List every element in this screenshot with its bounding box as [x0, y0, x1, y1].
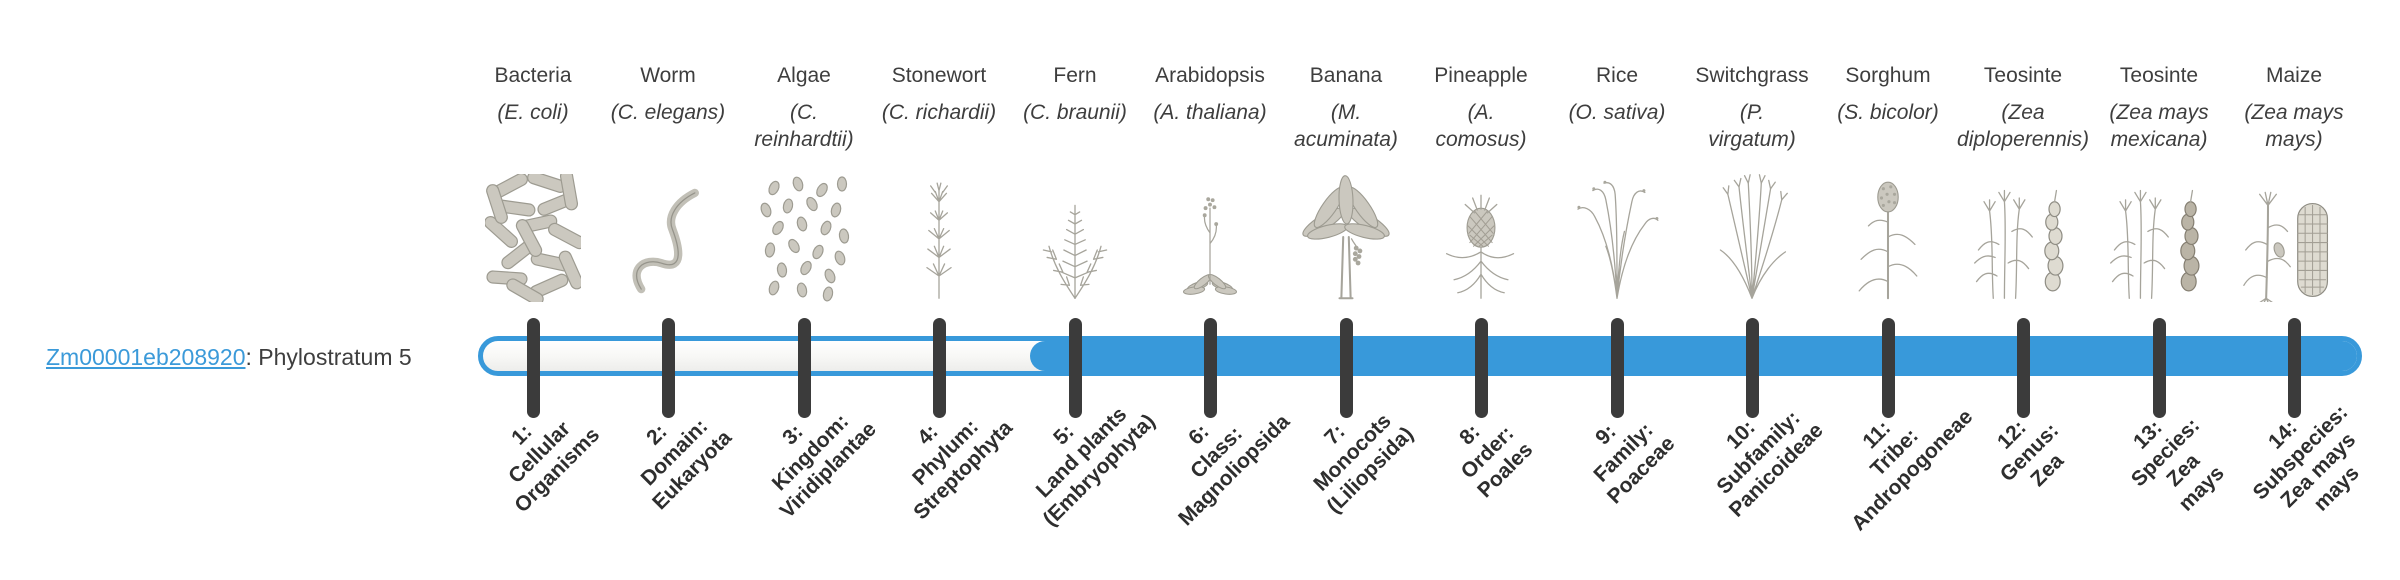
gene-id-link[interactable]: Zm00001eb208920	[46, 344, 246, 370]
organism-species: (M. acuminata)	[1294, 101, 1398, 151]
stratum-tick	[1068, 318, 1082, 418]
organism-species: (C. elegans)	[610, 101, 726, 124]
fern-icon	[997, 170, 1153, 302]
stratum-tick	[526, 318, 540, 418]
rice-icon	[1539, 170, 1695, 302]
organism-column: Worm (C. elegans) 2: Domain: Eukaryota	[600, 0, 737, 580]
organism-column: Banana (M. acuminata) 7: Monocots (Lilio…	[1278, 0, 1418, 580]
switchgrass-icon	[1674, 170, 1830, 302]
organism-column: Pineapple (A. comosus) 8: Order: Poales	[1413, 0, 1549, 580]
organism-column: Bacteria (E. coli)	[465, 0, 604, 580]
organism-name: Switchgrass	[1695, 64, 1809, 87]
organism-column: Maize (Zea mays mays) 14: Subspecies: Ze…	[2226, 0, 2363, 580]
organism-name: Teosinte	[2119, 64, 2199, 87]
organism-species: (Zea mays mays)	[2244, 101, 2344, 151]
stratum-tick	[1881, 318, 1895, 418]
organism-species: (A. comosus)	[1435, 101, 1527, 151]
organism-species: (C. richardii)	[881, 101, 997, 124]
banana-icon	[1268, 170, 1424, 302]
stratum-tick	[932, 318, 946, 418]
phylostrata-bar-fill	[1030, 341, 2357, 371]
gene-label: Zm00001eb208920: Phylostratum 5	[46, 344, 412, 371]
organism-name: Worm	[640, 64, 696, 87]
organism-species: (O. sativa)	[1568, 101, 1666, 124]
stratum-tick	[2287, 318, 2301, 418]
stratum-tick	[797, 318, 811, 418]
stratum-tick	[1610, 318, 1624, 418]
organism-name: Algae	[777, 64, 831, 87]
organism-name: Pineapple	[1434, 64, 1528, 87]
organism-species: (A. thaliana)	[1153, 101, 1267, 124]
organism-column: Teosinte (Zea mays mexicana) 13: Species…	[2091, 0, 2228, 580]
teosinte-icon	[1945, 170, 2101, 302]
organism-name: Stonewort	[891, 64, 987, 87]
organism-name: Arabidopsis	[1155, 64, 1265, 87]
stonewort-icon	[861, 170, 1017, 302]
organism-name: Rice	[1595, 64, 1638, 87]
organism-species: (E. coli)	[497, 101, 569, 124]
worm-icon	[590, 170, 746, 302]
organism-name: Banana	[1309, 64, 1383, 87]
organism-column: Rice (O. sativa) 9: Family: Poaceae	[1549, 0, 1685, 580]
organism-column: Teosinte (Zea diploperennis) 12: Genus: …	[1955, 0, 2091, 580]
teosinte-icon	[2081, 170, 2237, 302]
stratum-tick	[1745, 318, 1759, 418]
organism-column: Algae (C. reinhardtii)	[736, 0, 881, 580]
gene-phylostratum-text: : Phylostratum 5	[245, 344, 412, 370]
organism-column: Stonewort (C. richardii) 4: Phylum: Stre…	[871, 0, 1018, 580]
organism-species: (Zea mays mexicana)	[2109, 101, 2209, 151]
maize-icon	[2216, 170, 2372, 302]
stratum-tick	[1474, 318, 1488, 418]
organism-species: (P. virgatum)	[1708, 101, 1796, 151]
organism-column: Fern (C. braunii) 5: Land plants (Embryo…	[1007, 0, 1160, 580]
organism-species: (C. braunii)	[1023, 101, 1127, 124]
stratum-tick	[1339, 318, 1353, 418]
organism-name: Fern	[1053, 64, 1097, 87]
organism-name: Teosinte	[1983, 64, 2063, 87]
sorghum-icon	[1810, 170, 1966, 302]
stratum-tick	[2016, 318, 2030, 418]
algae-icon	[726, 170, 882, 302]
stratum-tick	[1203, 318, 1217, 418]
organism-species: (C. reinhardtii)	[754, 101, 854, 151]
organism-column: Sorghum (S. bicolor) 11: Tribe: Andropog…	[1820, 0, 1977, 580]
organism-species: (Zea diploperennis)	[1957, 101, 2089, 151]
organism-column: Switchgrass (P. virgatum) 10: Subfamily:…	[1684, 0, 1828, 580]
stratum-tick	[661, 318, 675, 418]
organism-name: Bacteria	[494, 64, 572, 87]
organism-column: Arabidopsis (A. thaliana) 6: Class: Magn…	[1142, 0, 1294, 580]
bacteria-icon	[455, 170, 611, 302]
organism-species: (S. bicolor)	[1837, 101, 1939, 124]
pineapple-icon	[1403, 170, 1559, 302]
organism-name: Maize	[2265, 64, 2323, 87]
stratum-tick	[2152, 318, 2166, 418]
organism-name: Sorghum	[1845, 64, 1931, 87]
arabidopsis-icon	[1132, 170, 1288, 302]
